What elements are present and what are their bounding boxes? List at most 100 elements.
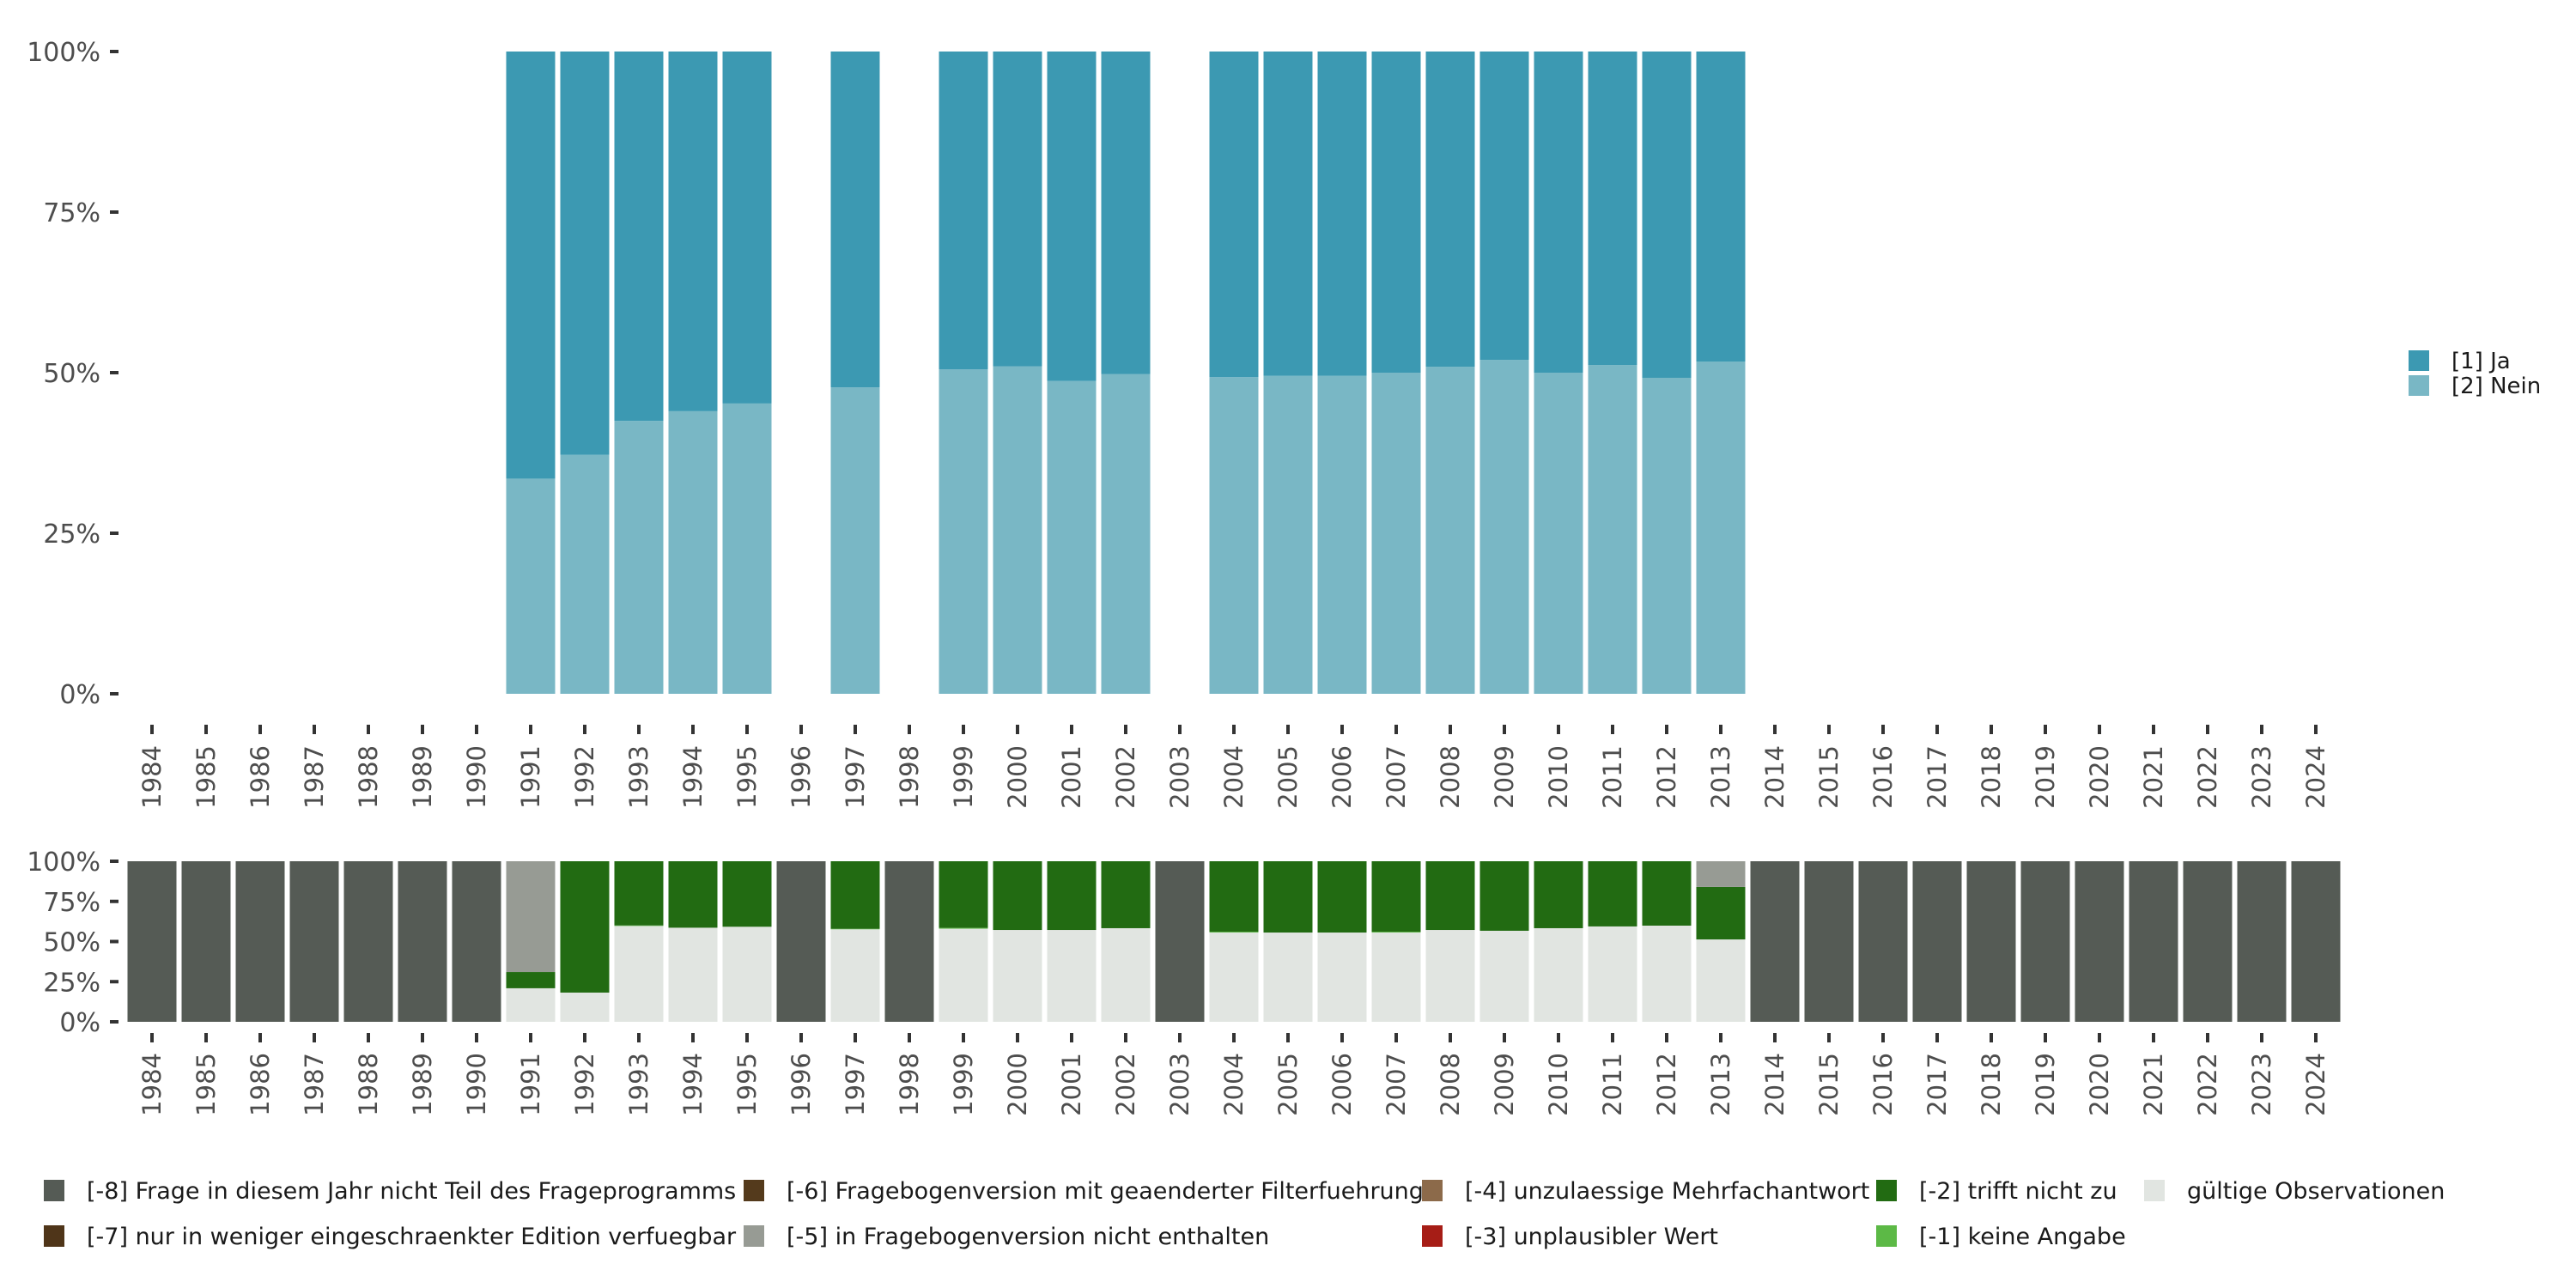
bar-segment [289,861,339,1022]
bar-segment [506,478,556,694]
bar-segment [1317,861,1367,933]
x-tick-label: 2001 [1057,745,1086,809]
x-tick-label: 2020 [2085,1053,2114,1116]
x-tick-label: 2019 [2031,1053,2060,1116]
bar-segment [1912,861,1962,1022]
top-legend: [1] Ja[2] Nein [2409,349,2541,399]
x-tick-label: 2000 [1003,1053,1032,1116]
bar-segment [1263,933,1313,1022]
bar-segment [722,403,772,694]
x-tick-label: 2007 [1382,1053,1411,1116]
bar-segment [939,861,988,928]
bar-segment [614,925,664,927]
y-tick-label: 50% [43,359,100,389]
bar-segment [1209,933,1259,1022]
bar-segment [993,366,1042,694]
bar-segment [1209,861,1259,933]
legend-label: [-8] Frage in diesem Jahr nicht Teil des… [87,1178,736,1205]
x-tick-label: 1997 [841,745,870,809]
legend-label: [1] Ja [2451,349,2511,374]
bar-segment [1425,52,1475,368]
bar-segment [1101,927,1151,1022]
bar-segment [1696,939,1746,1022]
bar-segment [1588,365,1637,694]
bar-segment [722,52,772,404]
x-tick-label: 2023 [2247,1053,2276,1116]
bar-segment [1696,361,1746,694]
bar-segment [1101,374,1151,694]
x-tick-label: 2008 [1436,1053,1465,1116]
bar-segment [1209,377,1259,694]
bar-segment [1317,375,1367,694]
x-tick-label: 2012 [1652,1053,1681,1116]
bottom-legend: [-8] Frage in diesem Jahr nicht Teil des… [44,1178,2445,1250]
bar-segment [1263,52,1313,376]
x-tick-label: 2003 [1165,1053,1194,1116]
x-tick-label: 1997 [841,1053,870,1116]
bar-segment [1642,52,1692,378]
x-tick-label: 1996 [787,745,816,809]
bar-segment [830,52,880,388]
bar-segment [776,861,826,1022]
x-tick-label: 2002 [1111,1053,1140,1116]
x-tick-label: 2010 [1544,1053,1573,1116]
x-tick-label: 2021 [2139,745,2168,809]
x-tick-label: 2005 [1273,745,1303,809]
bar-segment [1371,861,1421,933]
bar-segment [993,861,1042,931]
bar-segment [1425,367,1475,694]
legend-label: [-4] unzulaessige Mehrfachantwort [1465,1178,1869,1205]
bar-segment [2129,861,2178,1022]
bar-segment [506,861,556,973]
bar-segment [830,861,880,929]
bar-segment [1317,933,1367,1022]
x-tick-label: 2002 [1111,745,1140,809]
x-tick-label: 2008 [1436,745,1465,809]
x-tick-label: 2019 [2031,745,2060,809]
bar-segment [2183,861,2233,1022]
legend-key [2409,350,2429,371]
legend-label: [2] Nein [2451,374,2541,399]
bar-segment [1047,861,1097,931]
x-tick-label: 1994 [678,1053,708,1116]
x-tick-label: 2016 [1868,745,1898,809]
x-tick-label: 2006 [1327,745,1357,809]
bar-segment [1371,52,1421,373]
x-tick-label: 2010 [1544,745,1573,809]
x-tick-label: 2006 [1327,1053,1357,1116]
bar-segment [1642,925,1692,1022]
bar-segment [1209,932,1259,933]
x-tick-label: 2018 [1977,1053,2006,1116]
bar-segment [993,52,1042,367]
bar-segment [398,861,447,1022]
bar-segment [1263,861,1313,933]
x-tick-label: 2017 [1923,745,1952,809]
bar-segment [1534,861,1583,928]
x-tick-label: 2023 [2247,745,2276,809]
bar-segment [452,861,501,1022]
x-tick-label: 1993 [624,1053,653,1116]
legend-label: [-5] in Fragebogenversion nicht enthalte… [787,1224,1269,1250]
x-tick-label: 1984 [137,1053,167,1116]
y-tick-label: 25% [43,519,100,550]
legend-key [1876,1180,1897,1201]
y-tick-label: 0% [59,680,100,710]
y-tick-label: 0% [59,1008,100,1038]
bar-segment [1479,52,1529,361]
top-bars [506,52,1746,694]
bar-segment [1101,52,1151,374]
bar-segment [668,927,718,1022]
bar-segment [830,929,880,1022]
bar-segment [993,930,1042,1022]
top-y-axis: 0% 25% 50% 75% 100% [27,38,118,710]
bar-segment [1209,52,1259,378]
bar-segment [1425,930,1475,1022]
y-tick-label: 100% [27,38,100,68]
legend-label: [-2] trifft nicht zu [1919,1178,2117,1205]
x-tick-label: 1990 [462,745,491,809]
bar-segment [614,421,664,694]
bar-segment [506,52,556,479]
x-tick-label: 2021 [2139,1053,2168,1116]
bar-segment [722,861,772,927]
bar-segment [1534,52,1583,373]
